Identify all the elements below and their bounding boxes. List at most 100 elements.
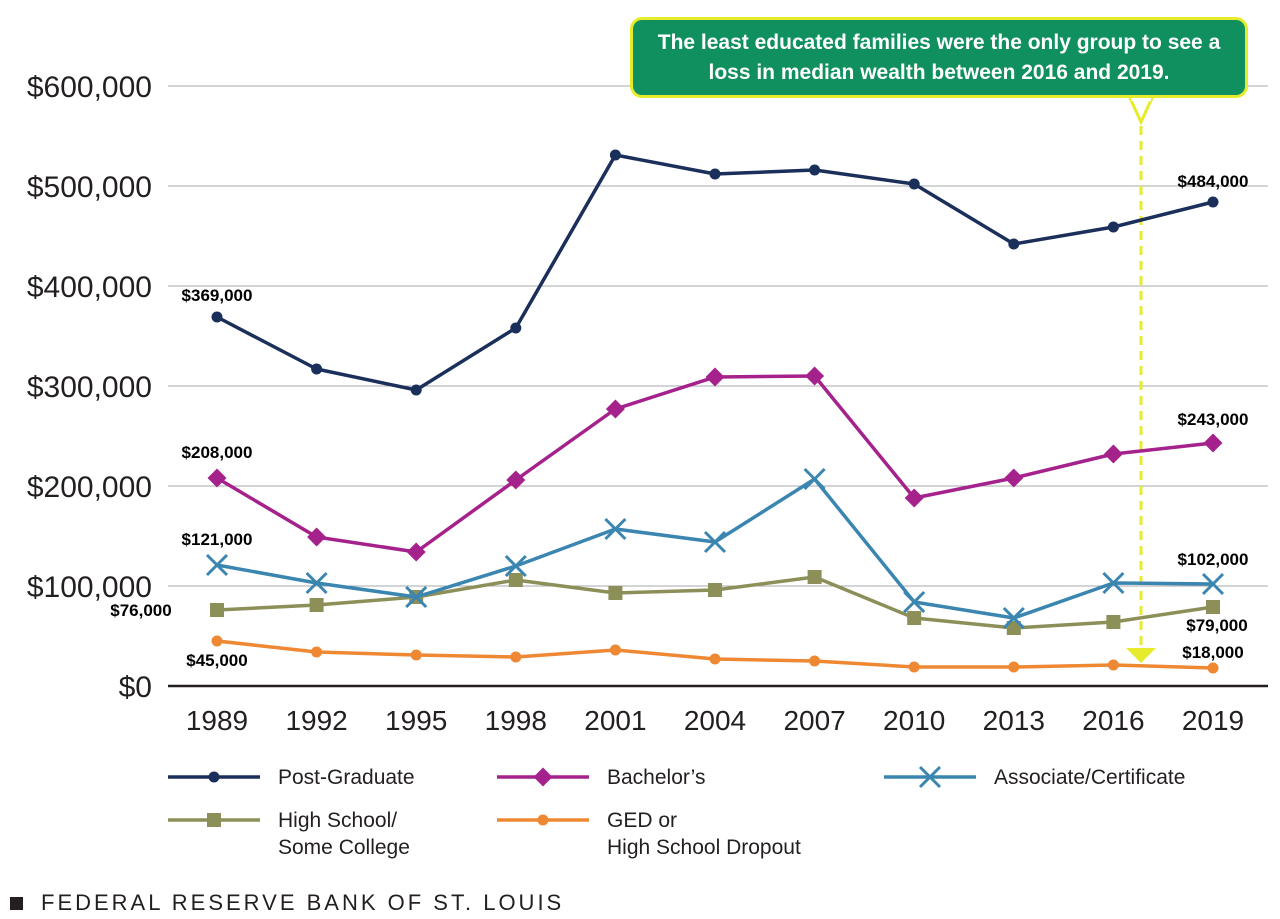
data-point <box>410 649 422 661</box>
annotation-pointer-mask <box>1131 96 1151 101</box>
data-point <box>311 646 323 658</box>
series-line <box>216 153 1214 392</box>
data-point <box>605 399 625 419</box>
data-point <box>807 570 822 584</box>
legend-marker <box>208 771 220 783</box>
data-point <box>1203 433 1223 453</box>
data-point <box>709 653 721 665</box>
data-point <box>1006 621 1021 635</box>
x-tick-label: 2019 <box>1182 705 1244 736</box>
data-point <box>1107 659 1119 671</box>
data-point <box>1008 238 1020 250</box>
data-point <box>410 384 422 396</box>
data-point <box>1002 606 1025 630</box>
x-tick-label: 1998 <box>485 705 547 736</box>
legend-item: Post-Graduate <box>168 766 415 789</box>
data-point <box>708 583 722 597</box>
legend-item: GED or High School Dropout <box>497 809 801 859</box>
x-tick-label: 1995 <box>385 705 447 736</box>
y-tick-label: $400,000 <box>27 271 152 304</box>
data-point <box>805 366 825 386</box>
data-point <box>1106 615 1121 629</box>
series-bachelor-s <box>207 366 1223 562</box>
series-ged-or-high-school-dropout <box>211 635 1219 674</box>
series-line <box>216 477 1214 620</box>
data-point <box>1004 468 1024 488</box>
legend-item: Bachelor’s <box>497 766 705 789</box>
annotation-arrowhead <box>1126 648 1156 663</box>
data-point <box>405 585 428 609</box>
legend-marker <box>533 767 553 787</box>
data-point <box>907 611 922 625</box>
y-tick-label: $500,000 <box>27 171 152 204</box>
data-label: $45,000 <box>186 651 247 670</box>
legend-label: Post-Graduate <box>278 766 415 789</box>
data-point <box>1008 661 1020 673</box>
x-tick-label: 1992 <box>285 705 347 736</box>
x-tick-label: 1989 <box>186 705 248 736</box>
series-post-graduate <box>211 149 1219 396</box>
data-point <box>1207 662 1219 674</box>
data-point <box>609 149 621 161</box>
data-point <box>510 322 522 334</box>
footer-source: FEDERAL RESERVE BANK OF ST. LOUIS <box>41 890 565 915</box>
annotation-text: The least educated families were the onl… <box>657 30 1221 84</box>
data-point <box>908 661 920 673</box>
data-point <box>1103 444 1123 464</box>
data-point <box>809 655 821 667</box>
x-tick-label: 2010 <box>883 705 945 736</box>
data-point <box>903 590 926 614</box>
data-point <box>709 168 721 180</box>
data-point <box>1107 221 1119 233</box>
x-tick-label: 2001 <box>584 705 646 736</box>
data-point <box>1207 196 1219 208</box>
legend-item: High School/Some College <box>168 809 410 859</box>
data-label: $243,000 <box>1178 410 1249 429</box>
annotation-pointer <box>1127 96 1155 126</box>
data-point <box>1206 600 1220 614</box>
data-label: $102,000 <box>1178 550 1249 569</box>
data-point <box>211 311 223 323</box>
annotation-callout: The least educated families were the onl… <box>630 17 1248 98</box>
data-point <box>604 517 627 541</box>
legend-label: High School Dropout <box>607 836 801 859</box>
gridlines <box>168 85 1268 587</box>
data-point <box>506 470 526 490</box>
legend-item: Associate/Certificate <box>884 765 1185 789</box>
legend-label: Some College <box>278 836 410 859</box>
footer-square-icon <box>10 896 23 910</box>
data-label: $369,000 <box>182 286 253 305</box>
data-point <box>904 488 924 508</box>
legend-marker <box>918 765 942 789</box>
data-label: $208,000 <box>182 443 253 462</box>
data-label: $79,000 <box>1186 616 1247 635</box>
data-label: $76,000 <box>110 601 171 620</box>
data-point <box>908 178 920 190</box>
x-tick-label: 2013 <box>983 705 1045 736</box>
data-point <box>1102 571 1125 595</box>
data-point <box>504 554 527 578</box>
data-label: $121,000 <box>182 530 253 549</box>
x-tick-label: 2016 <box>1082 705 1144 736</box>
series-associate-certificate <box>205 467 1225 630</box>
data-point <box>305 571 328 595</box>
data-point <box>311 363 323 375</box>
y-tick-label: $0 <box>119 671 152 704</box>
data-point <box>210 603 224 617</box>
data-label: $18,000 <box>1182 643 1243 662</box>
y-tick-label: $600,000 <box>27 71 152 104</box>
y-tick-label: $300,000 <box>27 371 152 404</box>
data-point <box>510 651 522 663</box>
y-tick-label: $100,000 <box>27 571 152 604</box>
data-point <box>309 598 324 612</box>
data-point <box>703 530 727 554</box>
data-point <box>609 644 621 656</box>
legend-label: Associate/Certificate <box>994 766 1185 789</box>
data-point <box>803 467 826 491</box>
series-line <box>216 374 1214 554</box>
footer: FEDERAL RESERVE BANK OF ST. LOUIS <box>10 888 564 918</box>
x-tick-label: 2004 <box>684 705 746 736</box>
series-high-school-some-college <box>210 570 1220 635</box>
legend-marker <box>537 814 549 826</box>
